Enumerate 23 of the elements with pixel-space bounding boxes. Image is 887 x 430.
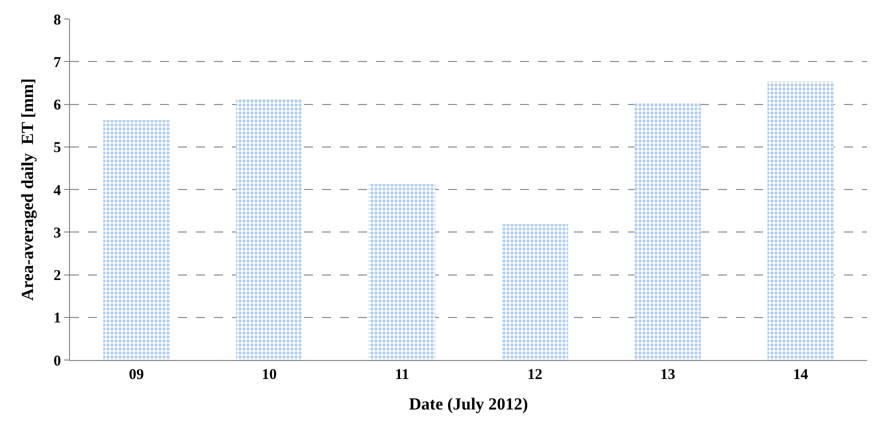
y-tick-label: 6 <box>54 98 62 114</box>
y-tick-label: 1 <box>54 310 61 327</box>
y-tick-label: 2 <box>54 268 61 284</box>
x-tick-label: 14 <box>793 367 809 383</box>
y-tick-label: 3 <box>54 225 61 242</box>
y-tick-label: 5 <box>54 140 61 156</box>
x-tick-label: 10 <box>262 367 277 383</box>
bar <box>634 102 701 360</box>
y-tick-label: 8 <box>54 12 61 28</box>
bar <box>767 82 834 360</box>
y-tick-label: 0 <box>54 353 61 370</box>
bar <box>103 120 170 360</box>
x-tick-label: 12 <box>527 367 542 383</box>
x-axis-title: Date (July 2012) <box>409 394 528 414</box>
y-tick-label: 7 <box>54 54 62 71</box>
x-tick-label: 09 <box>128 367 144 383</box>
y-tick-label: 4 <box>54 182 62 199</box>
x-tick-label: 11 <box>394 367 410 383</box>
bar <box>236 98 302 360</box>
bar <box>368 184 436 360</box>
x-tick-label: 13 <box>660 367 676 383</box>
y-axis-title: Area-averaged daily ET [mm] <box>18 78 38 301</box>
bar <box>502 224 568 360</box>
